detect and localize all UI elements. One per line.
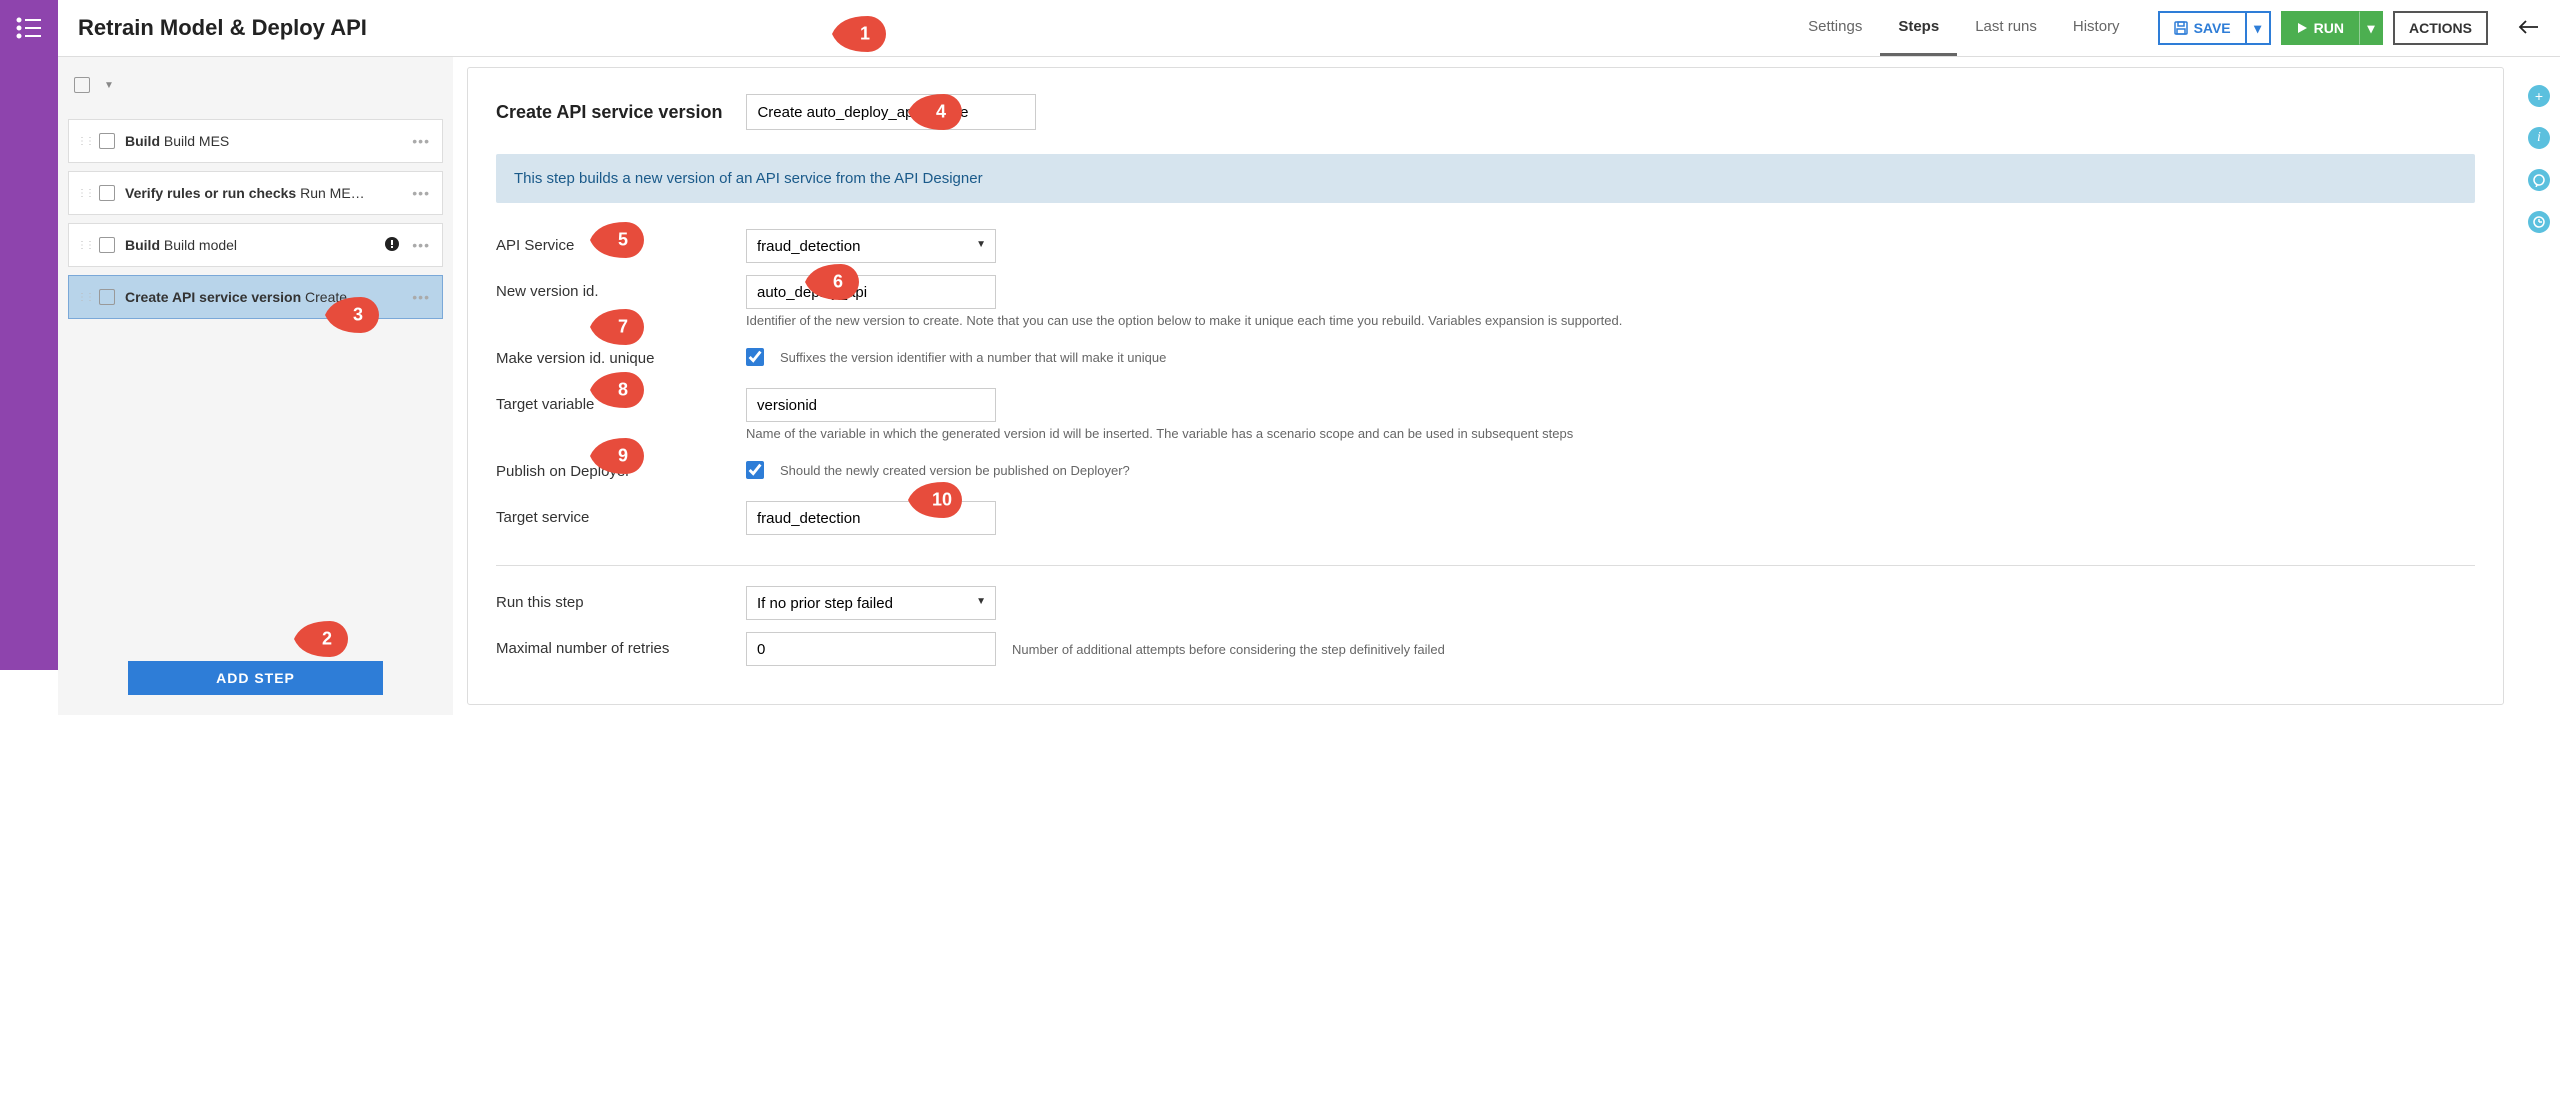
save-button-group: SAVE ▾ xyxy=(2158,11,2271,45)
step-item[interactable]: ⋮⋮ Create API service version Create …••• xyxy=(68,275,443,319)
rail-clock-icon[interactable] xyxy=(2528,211,2550,233)
list-icon[interactable] xyxy=(14,14,44,45)
publish-help: Should the newly created version be publ… xyxy=(780,463,1130,478)
run-step-label: Run this step xyxy=(496,586,746,611)
info-banner: This step builds a new version of an API… xyxy=(496,154,2475,203)
step-name-input[interactable] xyxy=(746,94,1036,130)
select-all-checkbox[interactable] xyxy=(74,77,90,93)
select-all-dropdown[interactable]: ▼ xyxy=(104,80,114,91)
panel-header: Create API service version xyxy=(496,94,2475,130)
step-label: Create API service version Create … xyxy=(125,289,408,305)
new-version-input[interactable] xyxy=(746,275,996,309)
publish-label: Publish on Deployer xyxy=(496,455,746,480)
step-config-panel: Create API service version This step bui… xyxy=(467,67,2504,705)
make-unique-checkbox[interactable] xyxy=(746,348,764,366)
tab-history[interactable]: History xyxy=(2055,0,2138,56)
header-tabs: SettingsStepsLast runsHistory xyxy=(1790,0,2137,56)
step-item[interactable]: ⋮⋮ Build Build model ••• xyxy=(68,223,443,267)
max-retries-label: Maximal number of retries xyxy=(496,632,746,657)
tab-steps[interactable]: Steps xyxy=(1880,0,1957,56)
target-service-input[interactable] xyxy=(746,501,996,535)
run-step-select[interactable]: If no prior step failed xyxy=(746,586,996,620)
save-dropdown[interactable]: ▾ xyxy=(2247,11,2271,45)
section-divider xyxy=(496,565,2475,566)
target-service-label: Target service xyxy=(496,501,746,526)
back-arrow[interactable] xyxy=(2518,19,2540,38)
drag-handle-icon[interactable]: ⋮⋮ xyxy=(77,240,93,251)
add-step-button[interactable]: ADD STEP xyxy=(128,661,383,695)
rail-chat-icon[interactable] xyxy=(2528,169,2550,191)
step-item[interactable]: ⋮⋮ Verify rules or run checks Run ME…••• xyxy=(68,171,443,215)
api-service-select[interactable]: fraud_detection xyxy=(746,229,996,263)
step-checkbox[interactable] xyxy=(99,185,115,201)
step-checkbox[interactable] xyxy=(99,237,115,253)
step-label: Build Build MES xyxy=(125,133,408,149)
target-var-label: Target variable xyxy=(496,388,746,413)
app-icon-bar xyxy=(0,0,58,670)
tab-last-runs[interactable]: Last runs xyxy=(1957,0,2055,56)
max-retries-input[interactable] xyxy=(746,632,996,666)
rail-add-icon[interactable]: + xyxy=(2528,85,2550,107)
actions-button[interactable]: ACTIONS xyxy=(2393,11,2488,45)
run-button-group: RUN ▾ xyxy=(2281,11,2383,45)
steps-sidebar: ▼ ⋮⋮Build Build MES•••⋮⋮Verify rules or … xyxy=(58,57,453,715)
page-title: Retrain Model & Deploy API xyxy=(78,15,367,41)
target-var-input[interactable] xyxy=(746,388,996,422)
warning-icon xyxy=(384,236,400,255)
step-checkbox[interactable] xyxy=(99,289,115,305)
max-retries-help: Number of additional attempts before con… xyxy=(1012,642,1445,657)
drag-handle-icon[interactable]: ⋮⋮ xyxy=(77,188,93,199)
tab-settings[interactable]: Settings xyxy=(1790,0,1880,56)
sidebar-top-controls: ▼ xyxy=(68,67,443,103)
panel-title: Create API service version xyxy=(496,102,722,123)
drag-handle-icon[interactable]: ⋮⋮ xyxy=(77,136,93,147)
header-actions: SAVE ▾ RUN ▾ ACTIONS xyxy=(2158,11,2488,45)
make-unique-help: Suffixes the version identifier with a n… xyxy=(780,350,1166,365)
drag-handle-icon[interactable]: ⋮⋮ xyxy=(77,292,93,303)
rail-info-icon[interactable]: i xyxy=(2528,127,2550,149)
step-checkbox[interactable] xyxy=(99,133,115,149)
new-version-label: New version id. xyxy=(496,275,746,300)
new-version-help: Identifier of the new version to create.… xyxy=(746,313,2475,328)
step-label: Build Build model xyxy=(125,237,384,253)
step-menu-icon[interactable]: ••• xyxy=(408,289,434,305)
target-var-help: Name of the variable in which the genera… xyxy=(746,426,2475,441)
step-list: ⋮⋮Build Build MES•••⋮⋮Verify rules or ru… xyxy=(68,119,443,661)
content-area: Create API service version This step bui… xyxy=(453,57,2518,715)
step-item[interactable]: ⋮⋮ Build Build MES••• xyxy=(68,119,443,163)
main-area: Retrain Model & Deploy API SettingsSteps… xyxy=(58,0,2560,670)
run-button[interactable]: RUN xyxy=(2281,11,2359,45)
api-service-label: API Service xyxy=(496,229,746,254)
save-button[interactable]: SAVE xyxy=(2158,11,2247,45)
page-header: Retrain Model & Deploy API SettingsSteps… xyxy=(58,0,2560,57)
app-root: Retrain Model & Deploy API SettingsSteps… xyxy=(0,0,2560,670)
make-unique-label: Make version id. unique xyxy=(496,342,746,367)
run-dropdown[interactable]: ▾ xyxy=(2359,11,2383,45)
step-menu-icon[interactable]: ••• xyxy=(408,185,434,201)
step-menu-icon[interactable]: ••• xyxy=(408,133,434,149)
body: ▼ ⋮⋮Build Build MES•••⋮⋮Verify rules or … xyxy=(58,57,2560,715)
step-label: Verify rules or run checks Run ME… xyxy=(125,185,408,201)
right-rail: + i xyxy=(2518,57,2560,715)
step-menu-icon[interactable]: ••• xyxy=(408,237,434,253)
publish-checkbox[interactable] xyxy=(746,461,764,479)
